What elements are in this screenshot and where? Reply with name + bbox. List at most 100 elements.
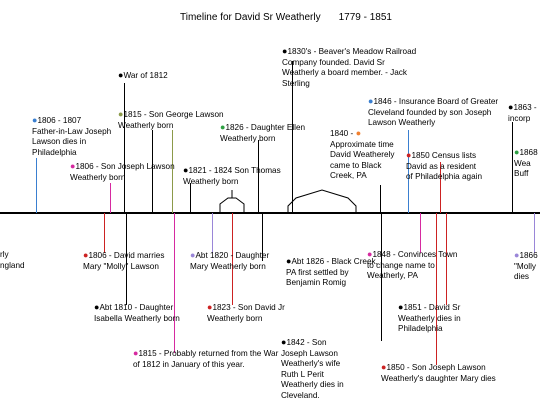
event-dot: ● — [286, 256, 292, 266]
event-1842: ●1842 - Son Joseph Lawson Weatherly's wife… — [281, 337, 344, 401]
event-text: 1846 - Insurance Board of Greater — [373, 97, 499, 106]
event-text: 1868 — [519, 148, 538, 157]
event-line: Weatherly born — [220, 134, 305, 145]
event-text: Joseph Lawson — [281, 348, 338, 358]
event-line: came to Black — [330, 161, 394, 172]
connector-1826a — [258, 140, 259, 213]
event-line: ●1868 — [514, 147, 538, 159]
event-text: 1815 - Son George Lawson — [123, 110, 224, 119]
event-text: Weatherly a board member. - Jack — [282, 68, 407, 77]
event-line: Weatherly a board member. - Jack — [282, 68, 416, 79]
connector-1863 — [512, 122, 513, 213]
event-line: Sterling — [282, 79, 416, 90]
connector-1823 — [232, 213, 233, 305]
event-line: ●1866 — [514, 250, 538, 262]
event-line: ●1821 - 1824 Son Thomas — [183, 165, 281, 177]
event-1826b: ●Abt 1826 - Black Creek, PA first settled… — [286, 256, 378, 289]
connector-1826b — [262, 213, 263, 261]
event-1840: 1840 - ● Approximate time David Weatherely… — [330, 128, 394, 182]
connector-1848 — [420, 213, 421, 253]
connector-1810 — [126, 213, 127, 305]
event-text: Lawson dies in — [32, 137, 87, 146]
event-line: Mary Weatherly born — [190, 262, 269, 273]
event-line: Weatherly dies in — [398, 314, 461, 325]
event-text: 1815 - Probably returned from the War — [138, 349, 279, 358]
event-line: Weatherly's wife — [281, 359, 344, 370]
event-line: ●1815 - Son George Lawson — [118, 109, 224, 121]
event-text: Weatherly, PA — [367, 271, 418, 280]
connector-1815b — [174, 213, 175, 353]
connector-1815a — [152, 130, 153, 213]
event-line: ●1830's - Beaver's Meadow Railroad — [282, 46, 416, 58]
event-line: Weatherly born — [183, 177, 281, 188]
event-text: Mary Weatherly born — [190, 261, 266, 271]
event-text: Father-in-Law Joseph — [32, 126, 112, 136]
event-dot: ● — [133, 348, 139, 358]
event-line: Philadelphia — [32, 148, 111, 159]
event-line: ●Abt 1826 - Black Creek, — [286, 256, 378, 268]
event-text: David Weatherely — [330, 150, 395, 159]
event-1821: ●1821 - 1824 Son Thomas Weatherly born — [183, 165, 281, 187]
event-line: Approximate time — [330, 140, 394, 151]
event-line: rly — [0, 250, 25, 261]
timeline-axis — [0, 212, 540, 214]
event-dot: ● — [381, 362, 387, 372]
event-text: 1850 Census lists — [411, 151, 477, 160]
event-text: Weatherly born — [220, 133, 276, 143]
event-line: "Molly — [514, 262, 538, 273]
event-text: 1842 - Son — [286, 338, 327, 347]
event-line: Lawson dies in — [32, 137, 111, 148]
event-text: 1821 - 1824 Son Thomas — [188, 166, 281, 175]
event-line: Weatherly, PA — [367, 271, 457, 282]
event-text: 1848 - Convinces Town — [372, 250, 458, 259]
event-1820: ●Abt 1820 - Daughter Mary Weatherly born — [190, 250, 269, 272]
event-text: War of 1812 — [123, 71, 168, 80]
event-line: of Philadelphia again — [406, 172, 482, 183]
connector-1806a — [36, 158, 37, 213]
event-1868: ●1868 Wea Buff — [514, 147, 538, 180]
bracket-1821-1824 — [219, 197, 245, 213]
event-1810: ●Abt 1810 - Daughter Isabella Weatherly b… — [94, 302, 180, 324]
event-text: Isabella Weatherly born — [94, 313, 180, 323]
event-1815b: ●1815 - Probably returned from the War of… — [133, 348, 278, 370]
event-1863: ●1863 - incorp — [508, 102, 537, 124]
event-line: Father-in-Law Joseph — [32, 127, 111, 138]
event-line: ●1848 - Convinces Town — [367, 249, 457, 261]
event-dot: ● — [281, 337, 287, 347]
event-line: Lawson Weatherly — [368, 118, 498, 129]
event-1846: ●1846 - Insurance Board of Greater Clevel… — [368, 96, 498, 129]
connector-1850a — [440, 162, 441, 213]
event-text: Cleveland founded by son Joseph — [368, 107, 492, 117]
connector-1820 — [212, 213, 213, 253]
event-text: "Molly — [514, 261, 537, 271]
event-text: 1823 - Son David Jr — [212, 303, 285, 312]
event-text: Buff — [514, 169, 529, 178]
event-1806c: ●1806 - David marries Mary "Molly" Lawson — [83, 250, 164, 272]
event-1826a: ●1826 - Daughter Ellen Weatherly born — [220, 122, 305, 144]
event-1830s: ●1830's - Beaver's Meadow Railroad Compan… — [282, 46, 416, 89]
event-text: incorp — [508, 113, 531, 123]
event-dot: ● — [514, 147, 520, 157]
event-text: 1826 - Daughter Ellen — [225, 123, 306, 132]
event-text: Philadelphia — [32, 147, 77, 157]
event-line: ●1823 - Son David Jr — [207, 302, 285, 314]
event-line: ●1851 - David Sr — [398, 302, 461, 314]
connector-1846 — [408, 130, 409, 213]
event-text: Ruth L Perit — [281, 369, 324, 379]
event-dot: ● — [514, 250, 520, 260]
event-1866: ●1866 "Molly dies — [514, 250, 538, 283]
event-text: 1806 - David marries — [88, 251, 165, 260]
event-text: of Philadelphia again — [406, 172, 483, 181]
event-left-cut: rly ngland — [0, 250, 25, 271]
event-text: Weatherly born — [70, 172, 126, 182]
event-line: Weatherly dies in — [281, 380, 344, 391]
event-line: Mary "Molly" Lawson — [83, 262, 164, 273]
event-dot: ● — [83, 250, 89, 260]
event-line: Cleveland. — [281, 391, 344, 402]
event-dot: ● — [508, 102, 514, 112]
event-line: Ruth L Perit — [281, 370, 344, 381]
connector-1830s — [292, 61, 293, 213]
event-text: Weatherly's wife — [281, 359, 341, 368]
